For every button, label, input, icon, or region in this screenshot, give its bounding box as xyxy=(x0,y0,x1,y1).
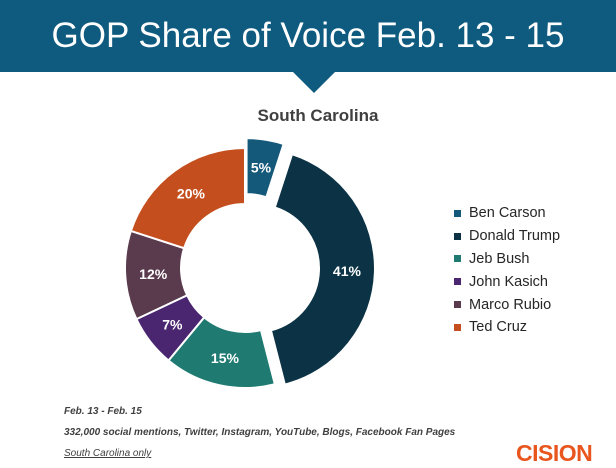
page-title: GOP Share of Voice Feb. 13 - 15 xyxy=(51,16,565,55)
legend-label: Marco Rubio xyxy=(469,296,552,313)
legend-swatch xyxy=(454,232,461,240)
slice-label-ben-carson: 5% xyxy=(251,159,272,175)
legend-swatch xyxy=(454,301,461,309)
footnote-mentions: 332,000 social mentions, Twitter, Instag… xyxy=(64,427,456,438)
legend-swatch xyxy=(454,323,461,331)
legend-item-ben-carson: Ben Carson xyxy=(454,202,560,225)
legend-item-jeb-bush: Jeb Bush xyxy=(454,248,560,271)
slice-ben-carson xyxy=(245,137,285,199)
legend-label: Jeb Bush xyxy=(469,250,530,267)
legend-item-marco-rubio: Marco Rubio xyxy=(454,293,560,316)
footnote-scope: South Carolina only xyxy=(64,448,152,459)
slice-label-jeb-bush: 15% xyxy=(211,350,240,366)
banner-pointer xyxy=(292,71,336,93)
legend-label: Ted Cruz xyxy=(469,319,528,336)
slice-ted-cruz xyxy=(129,146,246,250)
legend-item-john-kasich: John Kasich xyxy=(454,270,560,293)
slice-label-donald-trump: 41% xyxy=(333,263,362,279)
legend-swatch xyxy=(454,209,461,217)
legend-item-donald-trump: Donald Trump xyxy=(454,225,560,248)
legend-swatch xyxy=(454,278,461,286)
legend-swatch xyxy=(454,255,461,263)
slice-label-marco-rubio: 12% xyxy=(139,266,168,282)
cision-logo: CISION xyxy=(516,440,593,466)
slice-label-john-kasich: 7% xyxy=(162,316,183,332)
legend-label: Donald Trump xyxy=(469,228,561,245)
title-banner xyxy=(0,0,616,72)
footnote-date-range: Feb. 13 - Feb. 15 xyxy=(64,406,142,417)
slice-donald-trump xyxy=(269,152,376,386)
chart-title: South Carolina xyxy=(257,106,379,125)
chart-legend: Ben Carson Donald Trump Jeb Bush John Kasic… xyxy=(454,202,560,339)
legend-label: Ben Carson xyxy=(469,205,546,222)
legend-item-ted-cruz: Ted Cruz xyxy=(454,316,560,339)
legend-label: John Kasich xyxy=(469,273,548,290)
footnotes: Feb. 13 - Feb. 15 332,000 social mention… xyxy=(64,401,455,464)
slice-label-ted-cruz: 20% xyxy=(177,186,206,202)
